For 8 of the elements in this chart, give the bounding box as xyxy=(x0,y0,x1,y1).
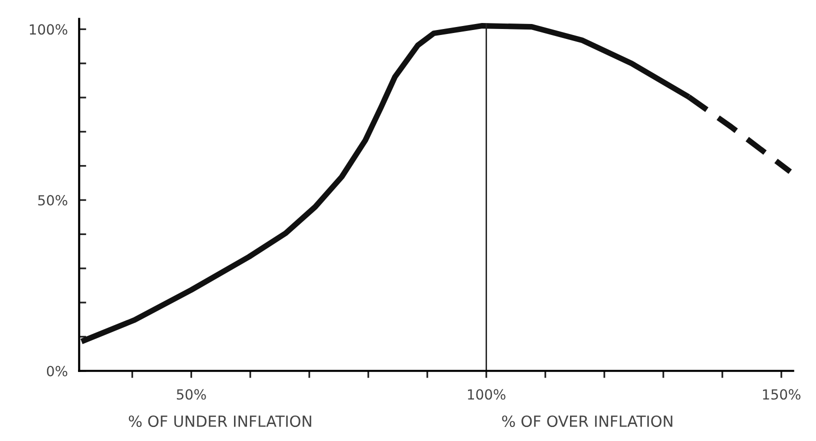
x-tick-label: 150% xyxy=(763,389,800,400)
text: % OF OVER INFLATION xyxy=(502,415,672,428)
text: % OF UNDER INFLATION xyxy=(128,415,312,428)
x-tick-label: 50% xyxy=(176,389,206,400)
y-tick-label: 0% xyxy=(46,366,68,376)
y-tick-label: 50% xyxy=(38,195,68,206)
x-tick-label: 100% xyxy=(468,389,506,400)
y-tick-label: 100% xyxy=(30,24,68,35)
